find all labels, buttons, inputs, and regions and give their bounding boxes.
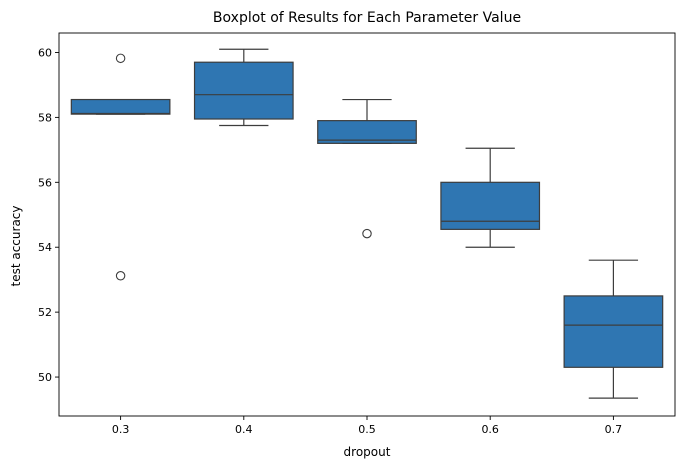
box-iqr [563,295,664,368]
y-tick-label-50: 50 [38,371,52,384]
box-iqr [440,181,541,230]
outlier-point [115,271,126,281]
y-tick-label-54: 54 [38,241,52,254]
x-tick-label-0.3: 0.3 [112,423,130,436]
box-iqr [317,120,417,144]
chart-title: Boxplot of Results for Each Parameter Va… [213,10,521,26]
y-tick-label-52: 52 [38,306,52,319]
box-iqr [193,61,294,120]
x-axis-label: dropout [344,445,391,459]
box-group-0.3 [70,53,171,281]
outlier-point [115,53,126,64]
y-tick-label-56: 56 [38,176,52,189]
x-tick-label-0.5: 0.5 [358,423,376,436]
box-group-0.4 [193,48,294,127]
outlier-point [362,228,372,239]
y-tick-label-60: 60 [38,46,52,59]
box-iqr [70,98,171,115]
box-group-0.6 [440,147,541,248]
x-tick-label-0.4: 0.4 [235,423,253,436]
x-tick-label-0.6: 0.6 [481,423,499,436]
y-tick-label-58: 58 [38,111,52,124]
box-group-0.7 [563,259,664,399]
y-axis-label: test accuracy [9,206,23,287]
box-group-0.5 [317,98,417,239]
x-tick-label-0.7: 0.7 [605,423,623,436]
